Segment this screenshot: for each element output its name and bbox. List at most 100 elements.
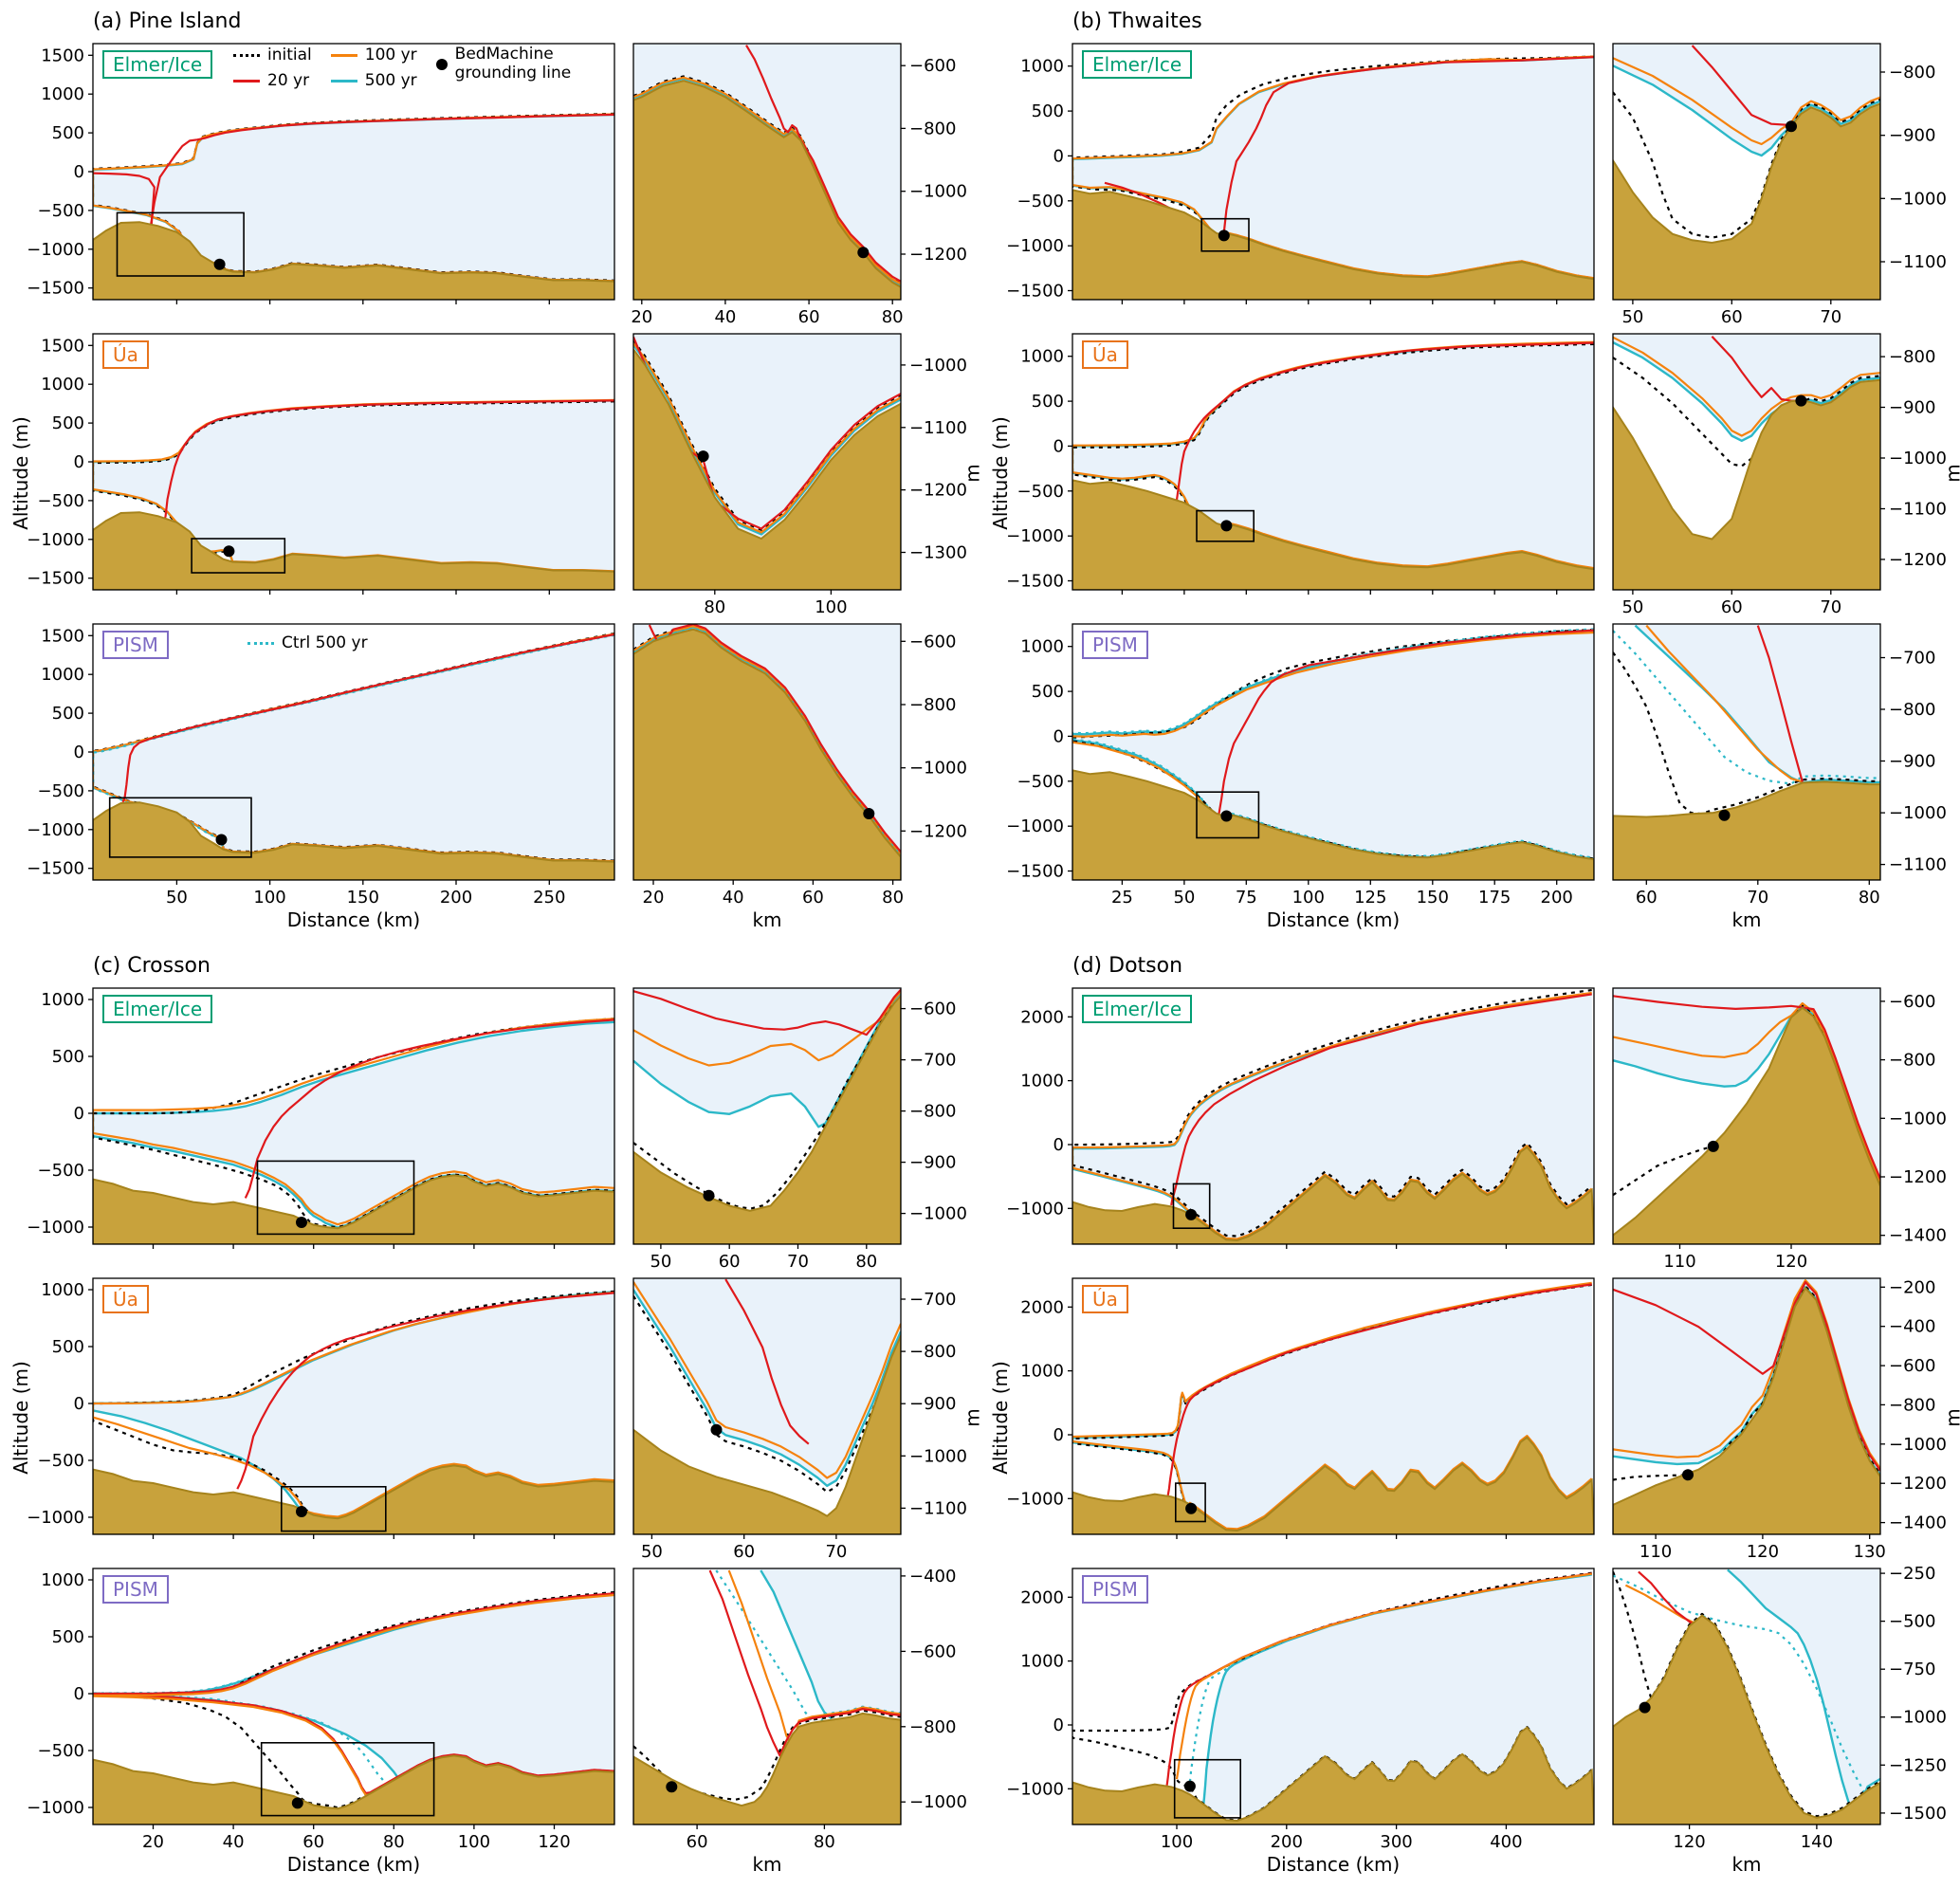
model-label: PISM: [102, 631, 169, 659]
svg-text:−1000: −1000: [27, 1218, 84, 1238]
plot-b-1-zoom: −800 −900 −1000 −1100 −1200 50 60 70: [1612, 333, 1947, 614]
svg-text:−500: −500: [1017, 482, 1064, 502]
grounding-line-dot: [1786, 120, 1797, 133]
row-c-0: −1000 −500 0 500 1000 −600 −700 −800 −900 −1000 50…: [6, 982, 980, 1273]
svg-text:500: 500: [52, 413, 84, 433]
grounding-line-dot: [1795, 394, 1807, 407]
svg-text:70: 70: [1820, 307, 1841, 324]
svg-text:−800: −800: [909, 1717, 956, 1737]
svg-text:50: 50: [641, 1542, 663, 1559]
svg-text:−1200: −1200: [909, 245, 967, 265]
legend-item-500yr: 500 yr: [330, 71, 417, 90]
y-axis-label: Altitude (m): [9, 416, 32, 530]
panel-c: (c) Crosson −1000 −500 0 500 1000 −600 −700 −800…: [0, 944, 983, 1889]
plot-a-2-main: −1500 −1000 −500 0 500 1000 1500 50 100 150 200 250: [27, 623, 615, 905]
svg-text:70: 70: [1820, 597, 1841, 614]
grounding-line-dot: [857, 247, 870, 259]
grounding-line-dot: [213, 258, 226, 270]
zoom-inset-box: [116, 211, 245, 277]
svg-text:50: 50: [166, 888, 188, 905]
svg-text:1500: 1500: [41, 46, 84, 65]
svg-text:70: 70: [825, 1542, 847, 1559]
svg-text:−1500: −1500: [1889, 1804, 1947, 1824]
y-axis-label: Altitude (m): [989, 1361, 1012, 1475]
svg-text:−600: −600: [909, 56, 956, 76]
zoom-inset-box: [1196, 791, 1260, 839]
svg-text:−1000: −1000: [1889, 449, 1947, 468]
svg-text:−800: −800: [1889, 1051, 1935, 1071]
svg-text:40: 40: [723, 888, 744, 905]
svg-text:500: 500: [52, 123, 84, 143]
panel-d: (d) Dotson −1000 0 1000 2000 −600 −800 −1000 −12…: [980, 944, 1960, 1889]
svg-text:−1100: −1100: [1889, 252, 1947, 272]
svg-text:−1200: −1200: [1889, 550, 1947, 570]
svg-text:500: 500: [52, 1337, 84, 1357]
x-axis-label: Distance (km): [1266, 1853, 1401, 1876]
row-b-2: −1500 −1000 −500 0 500 1000 25 50 75 100 125 150 175…: [985, 618, 1960, 908]
plot-d-0-main: −1000 0 1000 2000: [1006, 987, 1595, 1249]
svg-text:−1000: −1000: [909, 759, 967, 779]
plot-c-2-main: −1000 −500 0 500 1000 20 40 60 80 100 120: [27, 1568, 615, 1849]
grounding-line-dot: [223, 545, 235, 558]
svg-text:−1000: −1000: [909, 356, 967, 376]
svg-text:−600: −600: [1889, 1356, 1935, 1376]
zoom-x-axis-label: km: [1731, 908, 1762, 931]
svg-text:−1000: −1000: [27, 1798, 84, 1818]
zoom-x-axis-label: km: [752, 1853, 782, 1876]
svg-text:1000: 1000: [41, 665, 84, 685]
svg-text:−1200: −1200: [1889, 1167, 1947, 1187]
svg-text:−1100: −1100: [1889, 500, 1947, 520]
svg-text:−1000: −1000: [27, 530, 84, 550]
svg-text:−500: −500: [1889, 1612, 1935, 1632]
right-axis-label: m: [1941, 1408, 1960, 1426]
model-label: Úa: [102, 1285, 149, 1313]
svg-text:−800: −800: [1889, 700, 1935, 720]
row-a-1: −1500 −1000 −500 0 500 1000 1500 −1000 −1100 −120…: [6, 328, 983, 618]
svg-text:−1500: −1500: [1006, 862, 1064, 882]
axis-labels: Distance (km) km: [985, 1853, 1960, 1878]
model-label: Úa: [102, 340, 149, 369]
svg-text:80: 80: [882, 307, 904, 324]
grounding-line-dot: [1707, 1140, 1719, 1152]
svg-text:−1000: −1000: [27, 1508, 84, 1528]
zoom-inset-box: [1173, 1758, 1241, 1819]
svg-text:−500: −500: [38, 1741, 84, 1761]
svg-text:1000: 1000: [41, 1570, 84, 1590]
svg-text:−1100: −1100: [909, 418, 967, 438]
svg-text:60: 60: [1721, 307, 1743, 324]
svg-text:−200: −200: [1889, 1277, 1935, 1297]
svg-text:−600: −600: [1889, 992, 1935, 1012]
svg-text:−1400: −1400: [1889, 1513, 1947, 1533]
orange-line-icon: [330, 53, 357, 57]
svg-text:500: 500: [1032, 101, 1064, 121]
svg-text:2000: 2000: [1020, 1297, 1064, 1317]
model-label: Elmer/Ice: [1082, 50, 1193, 79]
svg-text:60: 60: [687, 1832, 708, 1849]
plot-d-2-zoom: −250 −500 −750 −1000 −1250 −1500 120 140: [1612, 1564, 1947, 1849]
svg-text:60: 60: [719, 1252, 741, 1269]
svg-text:20: 20: [643, 888, 665, 905]
svg-text:500: 500: [52, 1047, 84, 1067]
svg-text:250: 250: [533, 888, 565, 905]
svg-text:−500: −500: [1017, 772, 1064, 792]
svg-text:110: 110: [1663, 1252, 1695, 1269]
svg-text:−1400: −1400: [1889, 1226, 1947, 1246]
row-b-0: −1500 −1000 −500 0 500 1000 −800 −900 −1000 −1100…: [985, 38, 1960, 328]
svg-text:60: 60: [1721, 597, 1743, 614]
svg-text:−900: −900: [909, 1153, 956, 1173]
svg-text:−1500: −1500: [1006, 572, 1064, 592]
panel-a: (a) Pine Island −1500 −1000 −500 0 500 1000 150…: [0, 0, 983, 944]
svg-text:1000: 1000: [1020, 637, 1064, 657]
svg-text:100: 100: [253, 888, 285, 905]
plot-a-0-zoom: −600 −800 −1000 −1200 20 40 60 80: [631, 43, 967, 324]
svg-text:−700: −700: [909, 1290, 956, 1310]
zoom-inset-box: [280, 1486, 387, 1532]
svg-text:500: 500: [52, 704, 84, 724]
svg-text:500: 500: [52, 1627, 84, 1647]
svg-text:−1500: −1500: [1006, 282, 1064, 302]
zoom-inset-box: [1196, 509, 1255, 542]
grounding-line-dot: [1218, 229, 1230, 242]
svg-text:80: 80: [855, 1252, 877, 1269]
model-label: Elmer/Ice: [1082, 995, 1193, 1023]
